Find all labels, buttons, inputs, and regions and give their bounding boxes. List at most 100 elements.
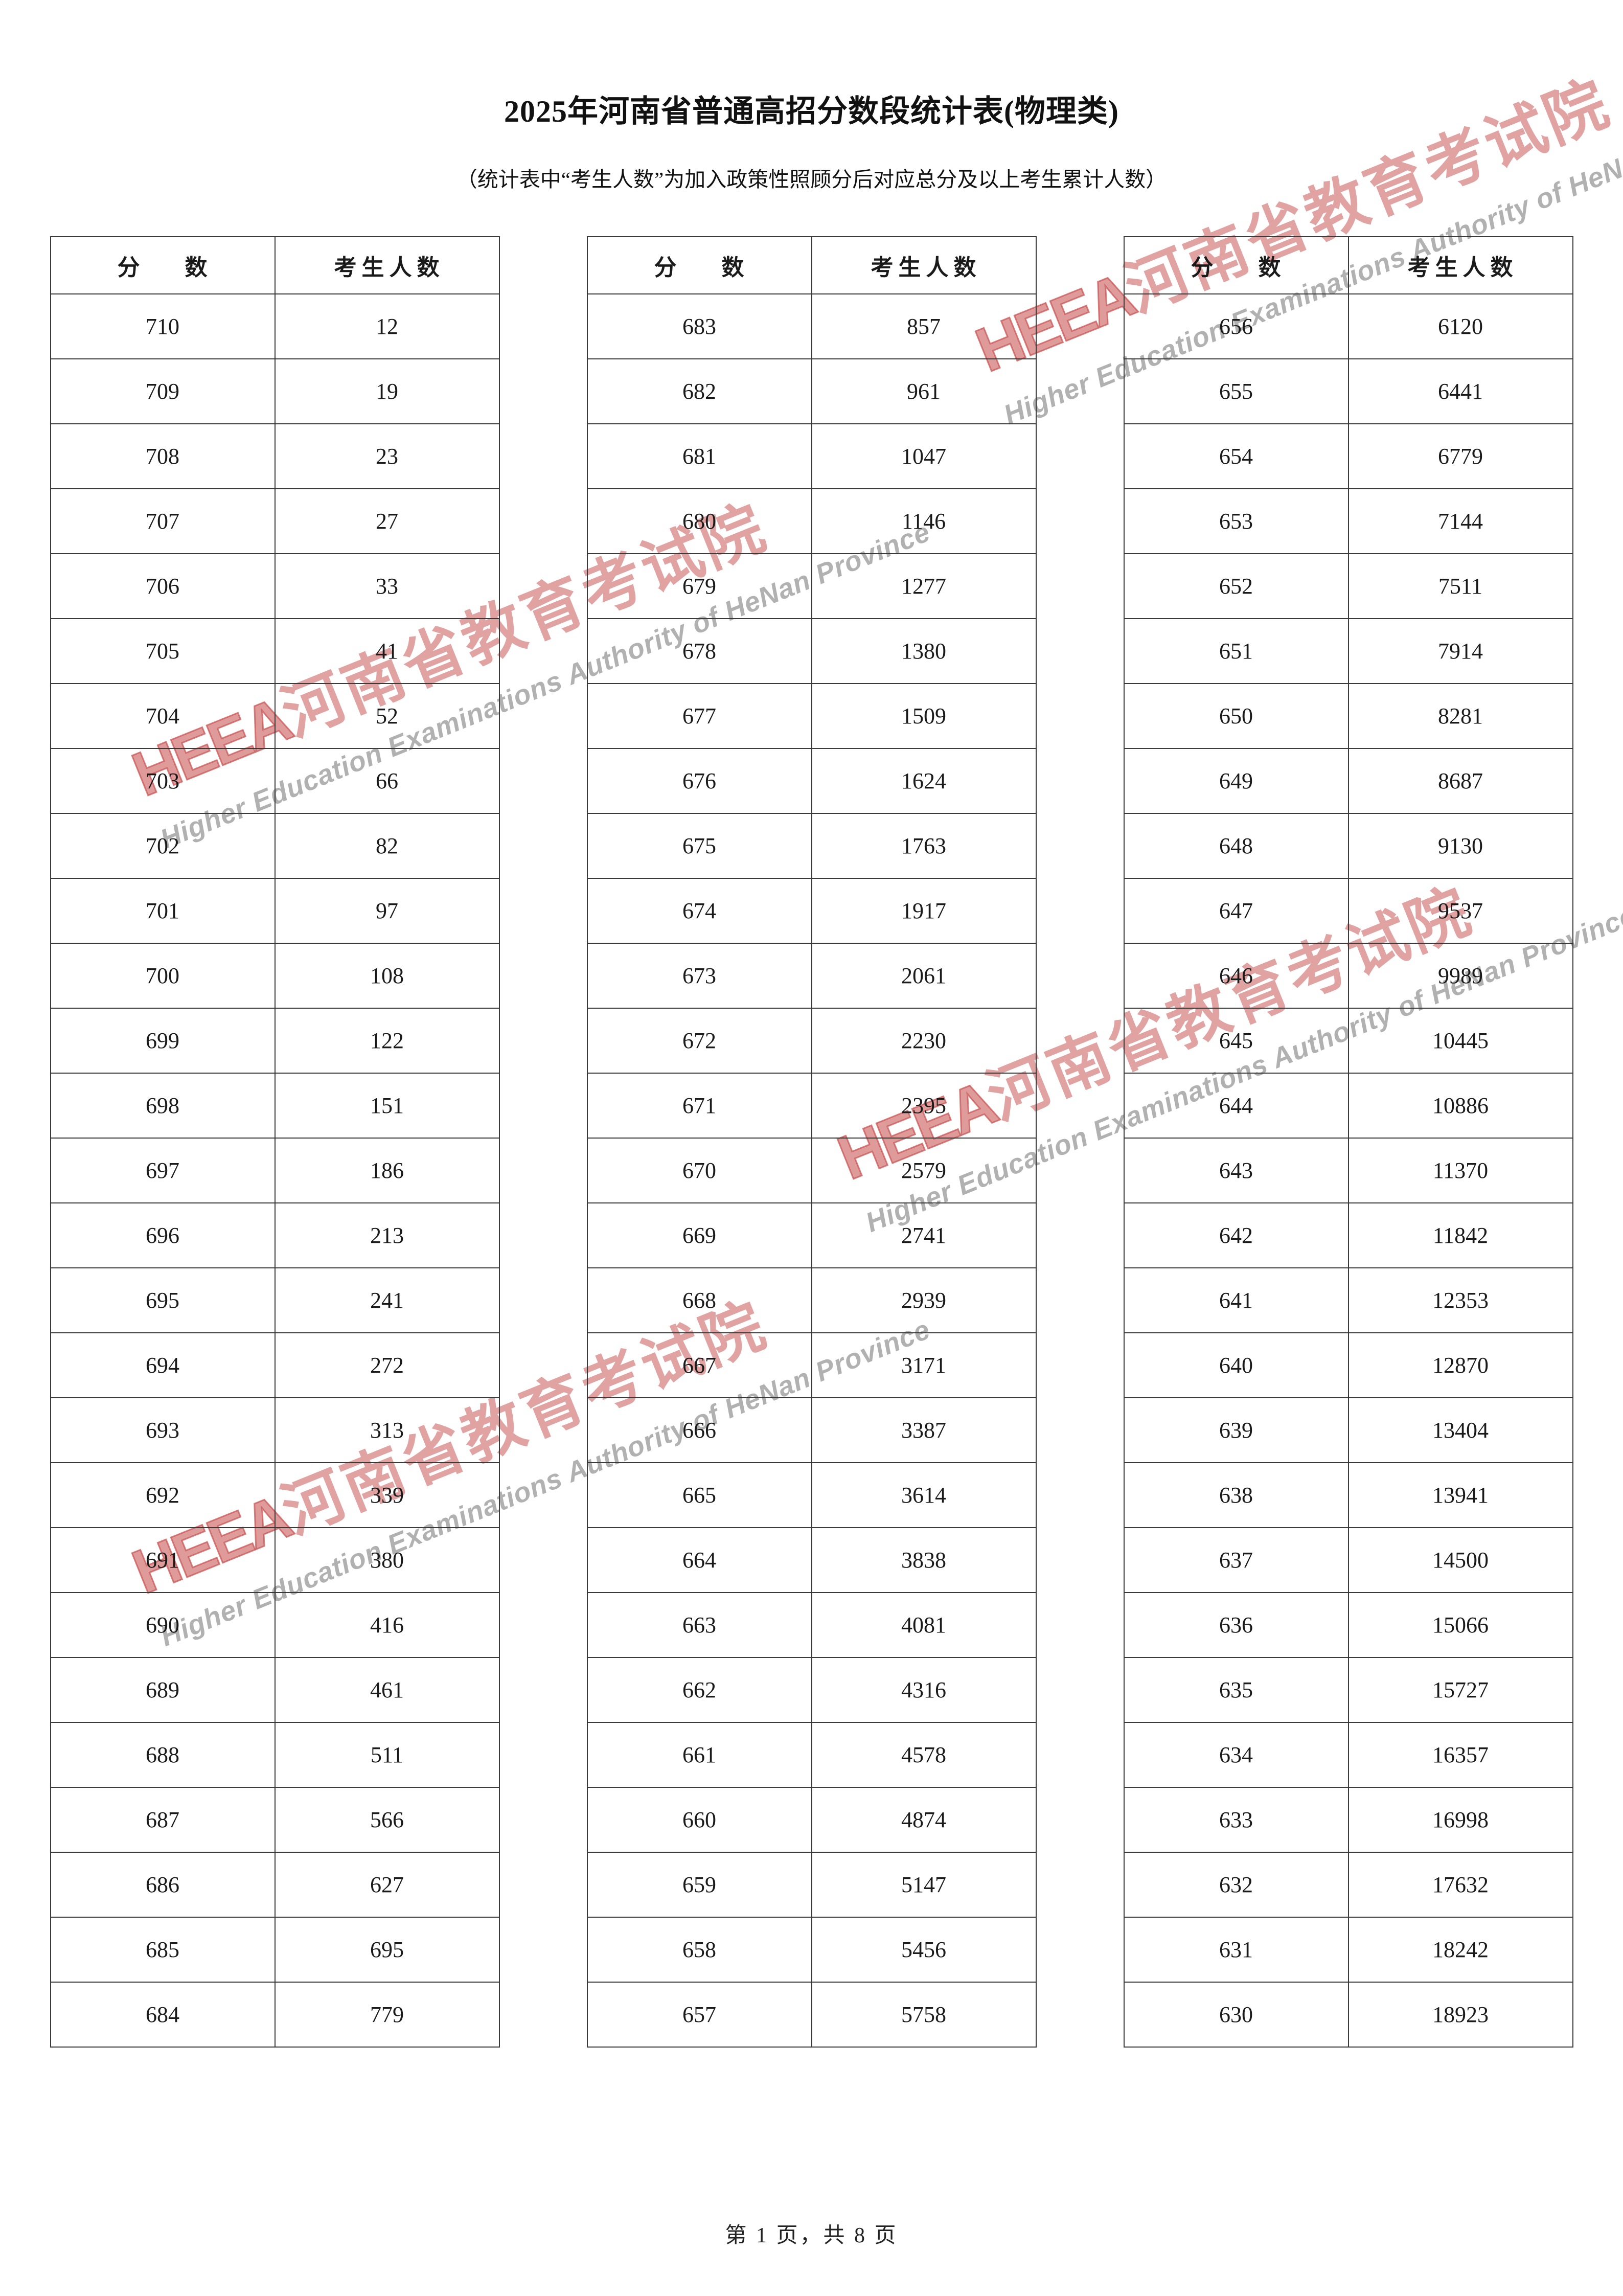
column-header-score: 分 数 — [586, 236, 812, 294]
cell-count: 3387 — [811, 1397, 1037, 1463]
cell-score: 658 — [586, 1917, 812, 1983]
cell-score: 653 — [1123, 488, 1349, 554]
cell-count: 6779 — [1347, 423, 1573, 489]
column-header-count: 考生人数 — [1347, 236, 1573, 294]
cell-score: 707 — [50, 488, 276, 554]
table-header-row: 分 数 考生人数 — [50, 236, 500, 294]
cell-count: 18923 — [1347, 1982, 1573, 2048]
cell-score: 664 — [586, 1527, 812, 1593]
cell-score: 638 — [1123, 1462, 1349, 1528]
table-row: 702 82 — [50, 813, 500, 879]
cell-count: 13404 — [1347, 1397, 1573, 1463]
cell-score: 642 — [1123, 1202, 1349, 1268]
page-footer: 第 1 页，共 8 页 — [725, 2224, 898, 2247]
table-row: 679 1277 — [586, 553, 1037, 619]
cell-count: 6120 — [1347, 293, 1573, 359]
table-row: 697 186 — [50, 1138, 500, 1203]
cell-count: 41 — [274, 618, 500, 684]
cell-count: 2939 — [811, 1267, 1037, 1333]
table-row: 669 2741 — [586, 1202, 1037, 1268]
cell-score: 646 — [1123, 943, 1349, 1009]
table-row: 646 9989 — [1123, 943, 1573, 1009]
cell-count: 241 — [274, 1267, 500, 1333]
table-row: 645 10445 — [1123, 1008, 1573, 1074]
cell-score: 634 — [1123, 1722, 1349, 1788]
cell-score: 630 — [1123, 1982, 1349, 2048]
table-row: 663 4081 — [586, 1592, 1037, 1658]
cell-score: 673 — [586, 943, 812, 1009]
cell-count: 2741 — [811, 1202, 1037, 1268]
cell-count: 695 — [274, 1917, 500, 1983]
cell-count: 14500 — [1347, 1527, 1573, 1593]
cell-count: 4578 — [811, 1722, 1037, 1788]
cell-score: 663 — [586, 1592, 812, 1658]
cell-count: 4874 — [811, 1787, 1037, 1853]
cell-score: 682 — [586, 358, 812, 424]
cell-count: 16357 — [1347, 1722, 1573, 1788]
table-row: 666 3387 — [586, 1397, 1037, 1463]
table-row: 675 1763 — [586, 813, 1037, 879]
cell-score: 677 — [586, 683, 812, 749]
cell-count: 1917 — [811, 878, 1037, 944]
cell-count: 23 — [274, 423, 500, 489]
table-row: 672 2230 — [586, 1008, 1037, 1074]
cell-score: 704 — [50, 683, 276, 749]
table-row: 642 11842 — [1123, 1202, 1573, 1268]
cell-score: 667 — [586, 1332, 812, 1398]
cell-score: 639 — [1123, 1397, 1349, 1463]
cell-count: 2230 — [811, 1008, 1037, 1074]
cell-count: 9989 — [1347, 943, 1573, 1009]
cell-score: 670 — [586, 1138, 812, 1203]
table-row: 656 6120 — [1123, 293, 1573, 359]
table-header-row: 分 数 考生人数 — [586, 236, 1037, 294]
table-row: 705 41 — [50, 618, 500, 684]
cell-score: 695 — [50, 1267, 276, 1333]
table-row: 686 627 — [50, 1852, 500, 1918]
cell-score: 681 — [586, 423, 812, 489]
cell-count: 380 — [274, 1527, 500, 1593]
cell-score: 689 — [50, 1657, 276, 1723]
table-row: 635 15727 — [1123, 1657, 1573, 1723]
table-row: 671 2395 — [586, 1073, 1037, 1139]
cell-count: 1047 — [811, 423, 1037, 489]
table-row: 636 15066 — [1123, 1592, 1573, 1658]
cell-score: 699 — [50, 1008, 276, 1074]
cell-count: 2395 — [811, 1073, 1037, 1139]
cell-score: 685 — [50, 1917, 276, 1983]
table-row: 694 272 — [50, 1332, 500, 1398]
cell-count: 19 — [274, 358, 500, 424]
cell-score: 693 — [50, 1397, 276, 1463]
cell-count: 18242 — [1347, 1917, 1573, 1983]
table-header-row: 分 数 考生人数 — [1123, 236, 1573, 294]
table-row: 655 6441 — [1123, 358, 1573, 424]
table-row: 699 122 — [50, 1008, 500, 1074]
table-row: 648 9130 — [1123, 813, 1573, 879]
table-row: 689 461 — [50, 1657, 500, 1723]
cell-count: 82 — [274, 813, 500, 879]
cell-count: 52 — [274, 683, 500, 749]
table-body: 710 12 709 19 708 23 707 27 706 33 705 41 704 52 703 66… — [50, 293, 500, 2048]
cell-score: 706 — [50, 553, 276, 619]
cell-score: 697 — [50, 1138, 276, 1203]
cell-count: 511 — [274, 1722, 500, 1788]
cell-score: 691 — [50, 1527, 276, 1593]
cell-score: 674 — [586, 878, 812, 944]
cell-score: 687 — [50, 1787, 276, 1853]
cell-count: 213 — [274, 1202, 500, 1268]
table-row: 687 566 — [50, 1787, 500, 1853]
table-row: 650 8281 — [1123, 683, 1573, 749]
cell-score: 679 — [586, 553, 812, 619]
cell-score: 632 — [1123, 1852, 1349, 1918]
cell-score: 645 — [1123, 1008, 1349, 1074]
cell-score: 648 — [1123, 813, 1349, 879]
table-row: 653 7144 — [1123, 488, 1573, 554]
page-subtitle: （统计表中“考生人数”为加入政策性照顾分后对应总分及以上考生累计人数） — [456, 168, 1167, 191]
table-row: 632 17632 — [1123, 1852, 1573, 1918]
table-row: 690 416 — [50, 1592, 500, 1658]
table-row: 682 961 — [586, 358, 1037, 424]
cell-score: 640 — [1123, 1332, 1349, 1398]
cell-score: 665 — [586, 1462, 812, 1528]
cell-count: 12870 — [1347, 1332, 1573, 1398]
cell-score: 702 — [50, 813, 276, 879]
table-row: 659 5147 — [586, 1852, 1037, 1918]
